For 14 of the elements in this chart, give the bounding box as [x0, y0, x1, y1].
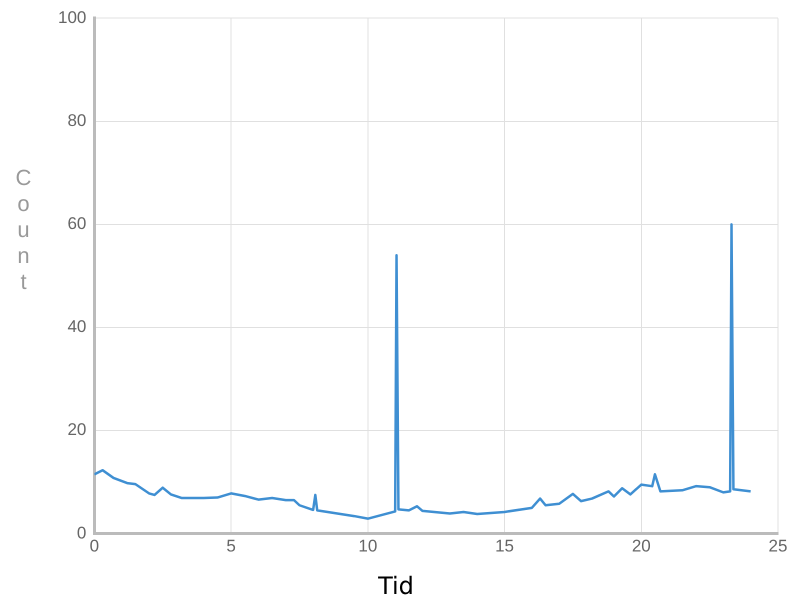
x-tick-label: 10	[358, 536, 378, 556]
x-tick-label: 15	[495, 536, 514, 556]
x-tick-label: 5	[226, 536, 236, 556]
y-tick-label: 0	[76, 523, 86, 542]
y-tick-label: 100	[58, 8, 86, 27]
y-tick-label: 60	[67, 214, 86, 234]
y-tick-label: 40	[67, 317, 86, 336]
x-tick-label: 0	[90, 536, 100, 556]
y-tick-label: 80	[67, 110, 86, 130]
y-axis-title: Count	[10, 165, 36, 295]
x-tick-label: 20	[632, 536, 651, 556]
y-tick-label: 20	[67, 420, 86, 440]
x-axis-title: Tid	[377, 572, 415, 600]
x-tick-label: 25	[768, 536, 788, 556]
